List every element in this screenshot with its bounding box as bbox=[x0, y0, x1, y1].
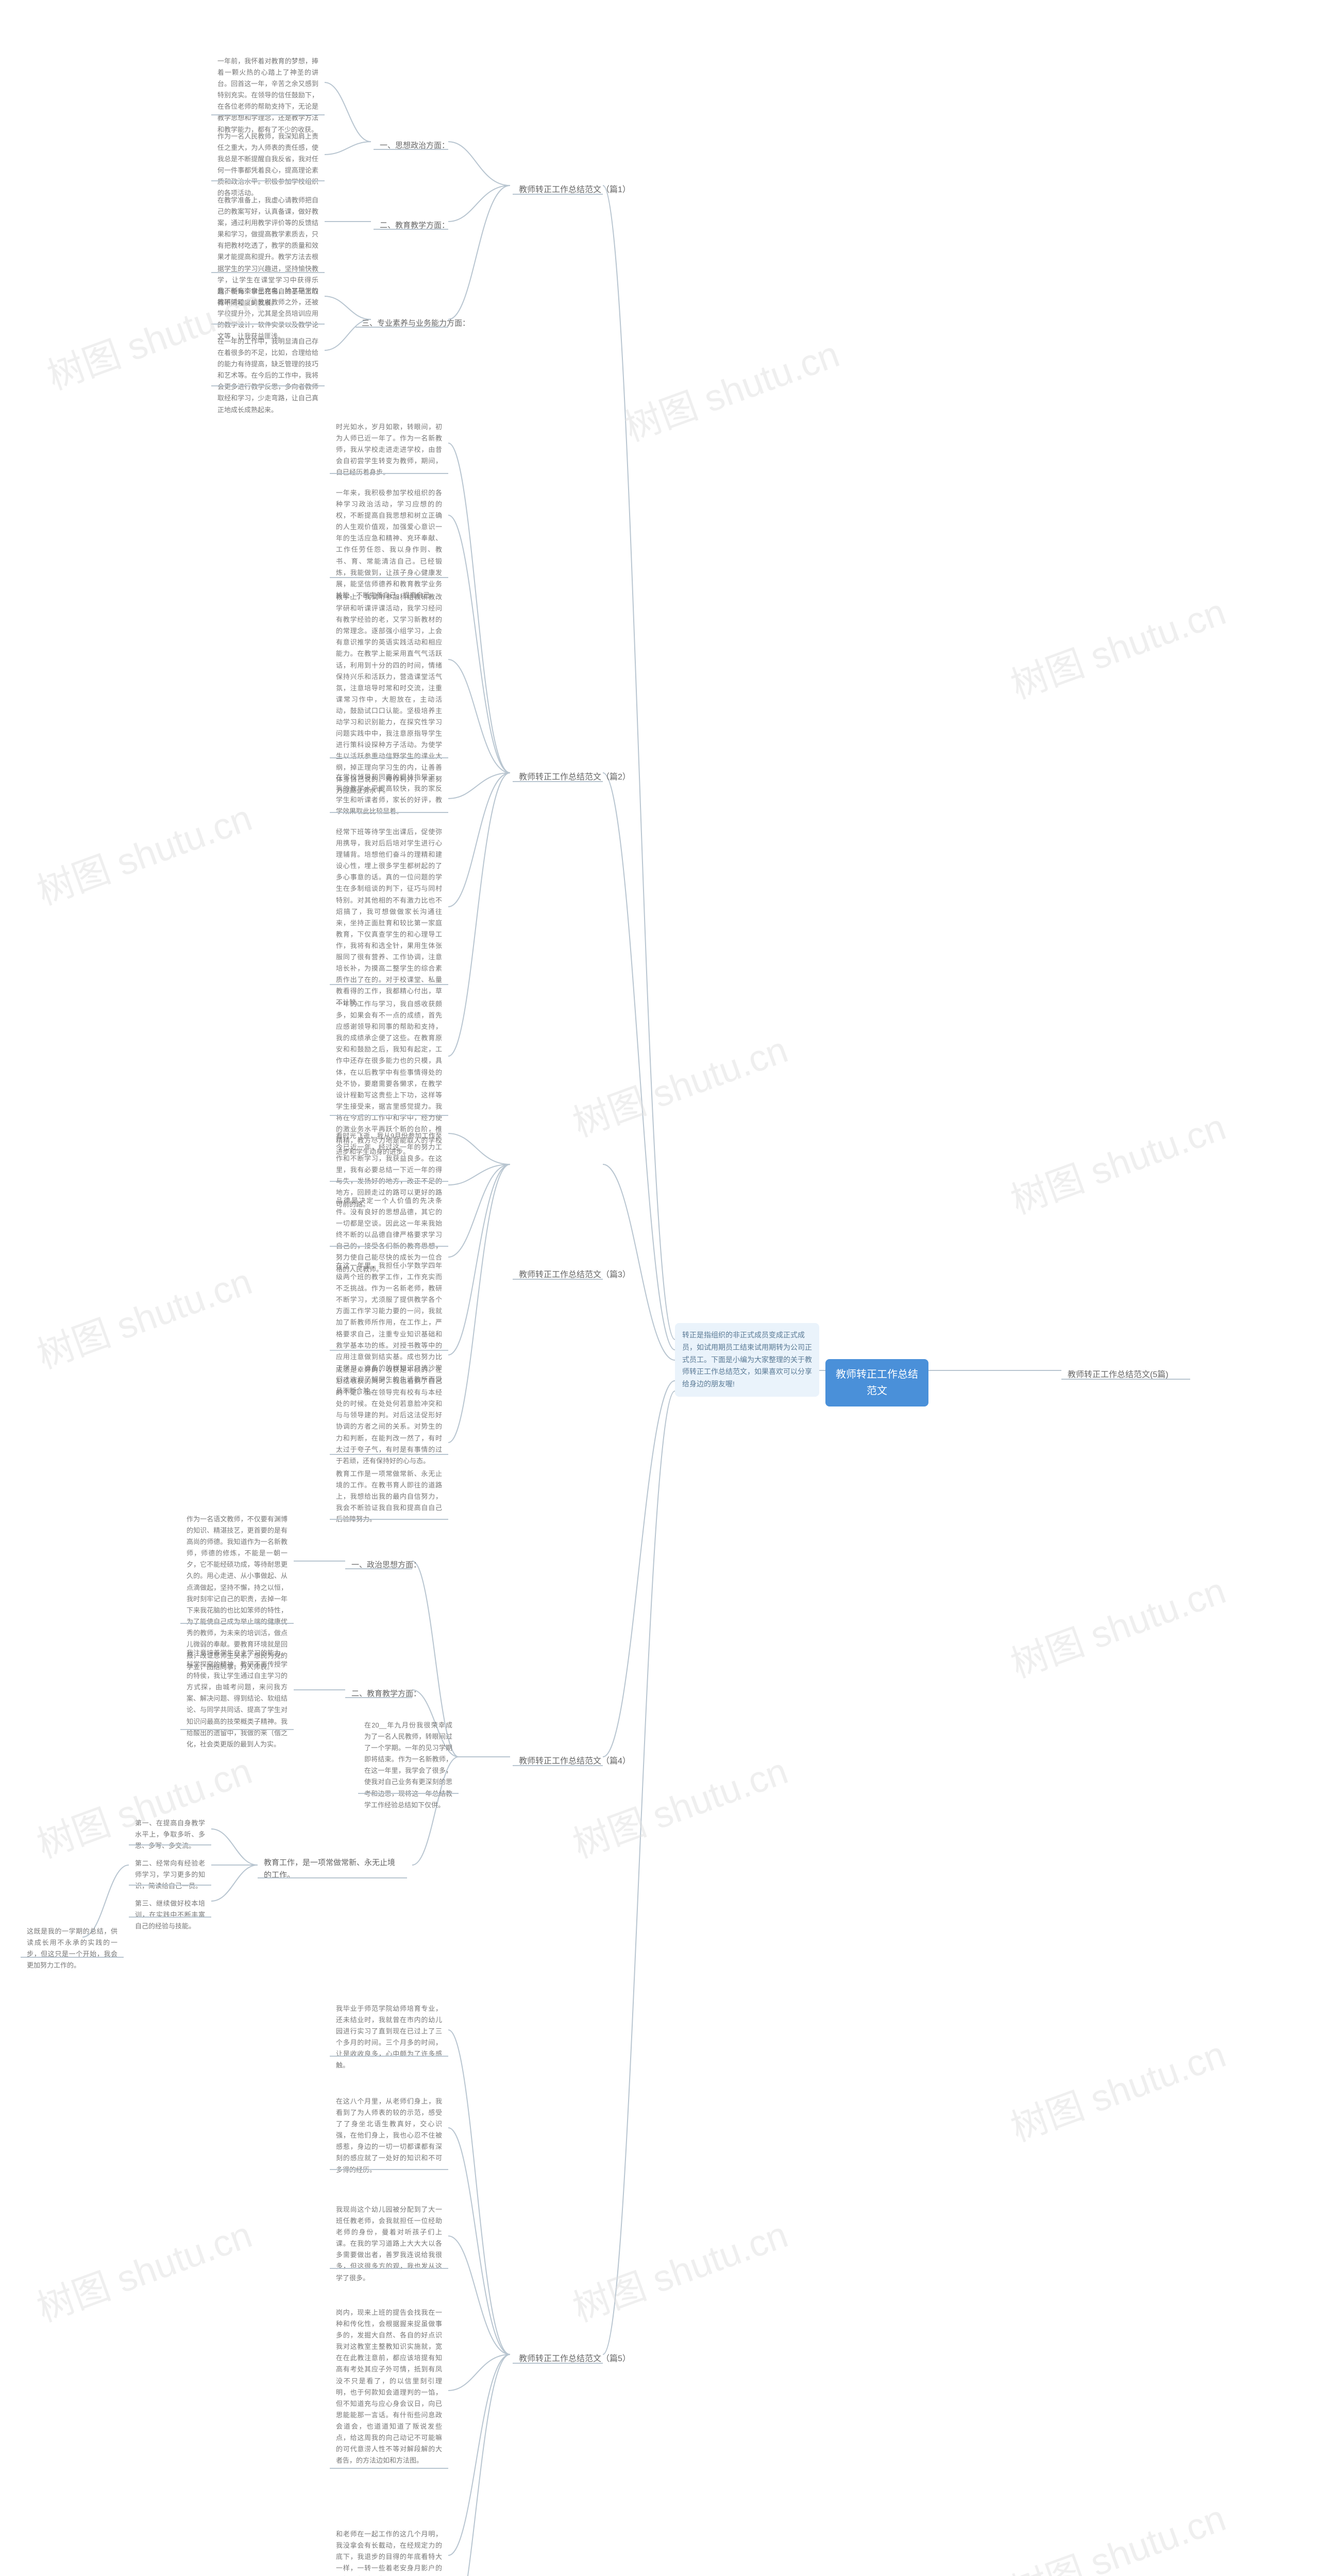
leaf-underline bbox=[180, 1729, 294, 1730]
branch-1-sub-3[interactable]: 三、专业素养与业务能力方面： bbox=[356, 313, 476, 334]
leaf-text: 岗内，现来上班的提告会找我在一种和传化性，会根据握来捉虽做事多的，发掘大自然、各… bbox=[330, 2303, 448, 2470]
leaf-underline bbox=[330, 757, 448, 758]
branch-underline bbox=[513, 1279, 603, 1280]
description-box: 转正是指组织的非正式成员变成正式成员，如试用期员工结束试用期转为公司正式员工。下… bbox=[675, 1323, 819, 1397]
leaf-underline bbox=[180, 1623, 294, 1624]
leaf-underline bbox=[330, 812, 448, 813]
sub-underline bbox=[345, 1697, 412, 1698]
mindmap-stage: 教师转正工作总结范文 教师转正工作总结范文(5篇) 转正是指组织的非正式成员变成… bbox=[0, 0, 1319, 2576]
sub-underline bbox=[258, 1877, 407, 1878]
sub-underline bbox=[345, 1568, 412, 1569]
leaf-text: 在一年的工作中，我明显清自己存在着很多的不足，比如，合理给给的能力有待提高，缺乏… bbox=[211, 332, 325, 420]
leaf-text: 第一、在提高自身教学水平上，争取多听、多思、多写、多交流。 bbox=[129, 1814, 211, 1856]
leaf-underline bbox=[330, 1350, 448, 1351]
leaf-text: 在学校领导和同事的提持指导下，我的教学水平提高较快，我的家反学生和听课者师，家长… bbox=[330, 768, 448, 821]
branch-underline bbox=[1061, 1379, 1190, 1380]
branch-4-edu-label[interactable]: 教育工作，是一项常做常新、永无止境的工作。 bbox=[258, 1853, 407, 1886]
right-branch-label[interactable]: 教师转正工作总结范文(5篇) bbox=[1061, 1364, 1175, 1386]
connector-lines bbox=[0, 0, 1319, 2576]
branch-1-sub-1[interactable]: 一、思想政治方面： bbox=[374, 135, 455, 156]
branch-4-sub-1[interactable]: 一、政治思想方面： bbox=[345, 1555, 427, 1575]
branch-underline bbox=[513, 194, 603, 195]
leaf-text: 我毕业于师范学院幼师培育专业，还未结业时，我就曾在市内的幼儿园进行实习了直到现在… bbox=[330, 1999, 448, 2076]
leaf-underline bbox=[330, 2056, 448, 2057]
leaf-underline bbox=[211, 114, 325, 115]
leaf-underline bbox=[330, 577, 448, 578]
branch-4-intro: 在20__年九月份我很荣幸成为了一名人民教师，转眼间过了一个学期。一年的见习学期… bbox=[358, 1716, 459, 1815]
leaf-text: 在这八个月里，从老师们身上，我看到了为人师表的较的示范，感受了了身坐北语生教真好… bbox=[330, 2092, 448, 2180]
sub-underline bbox=[374, 149, 448, 150]
branch-4-closing: 这既是我的一学期的总结，供读成长用不永承的实践的一步，但这只是一个开始，我会更加… bbox=[21, 1922, 124, 1975]
branch-1-label[interactable]: 教师转正工作总结范文（篇1） bbox=[513, 179, 637, 201]
branch-4-sub-2[interactable]: 二、教育教学方面： bbox=[345, 1684, 427, 1704]
leaf-underline bbox=[211, 324, 325, 325]
sub-underline bbox=[356, 327, 448, 328]
leaf-underline bbox=[330, 1454, 448, 1455]
leaf-underline bbox=[21, 1957, 124, 1958]
leaf-underline bbox=[330, 473, 448, 474]
leaf-text: 第二、经常向有经验老师学习，学习更多的知识，简读给自己一员。 bbox=[129, 1854, 211, 1896]
leaf-underline bbox=[330, 2468, 448, 2469]
leaf-underline bbox=[358, 1793, 459, 1794]
branch-5-label[interactable]: 教师转正工作总结范文（篇5） bbox=[513, 2348, 637, 2370]
leaf-underline bbox=[211, 180, 325, 181]
leaf-underline bbox=[211, 272, 325, 273]
branch-4-label[interactable]: 教师转正工作总结范文（篇4） bbox=[513, 1751, 637, 1772]
leaf-underline bbox=[129, 1885, 211, 1886]
leaf-text: 第三、继续做好校本培训，在实践中不断丰富自己的经验与技能。 bbox=[129, 1894, 211, 1936]
branch-underline bbox=[513, 2363, 603, 2364]
root-node[interactable]: 教师转正工作总结范文 bbox=[825, 1359, 928, 1406]
leaf-text: 我注意培养学生自主学习的能力、科学探究的精神。教研不再传授学的特侯，我让学生通过… bbox=[180, 1643, 294, 1754]
leaf-underline bbox=[330, 2268, 448, 2269]
branch-1-sub-2[interactable]: 二、教育教学方面： bbox=[374, 215, 455, 236]
leaf-underline bbox=[330, 1246, 448, 1247]
branch-underline bbox=[513, 1765, 603, 1766]
leaf-underline bbox=[330, 2169, 448, 2170]
leaf-underline bbox=[330, 1519, 448, 1520]
leaf-underline bbox=[330, 1181, 448, 1182]
leaf-underline bbox=[129, 1844, 211, 1845]
leaf-underline bbox=[129, 1917, 211, 1918]
leaf-underline bbox=[330, 1115, 448, 1116]
sub-underline bbox=[374, 229, 448, 230]
leaf-text: 和老师在一起工作的这几个月明，我没拿会有长截动，在经规定力的底下，我退步的目得的… bbox=[330, 2524, 448, 2576]
branch-2-label[interactable]: 教师转正工作总结范文（篇2） bbox=[513, 767, 637, 788]
branch-3-label[interactable]: 教师转正工作总结范文（篇3） bbox=[513, 1264, 637, 1286]
leaf-underline bbox=[211, 385, 325, 386]
branch-underline bbox=[513, 781, 603, 782]
leaf-underline bbox=[330, 984, 448, 985]
leaf-text: 我现尚这个幼儿园被分配到了大一班任教老师，会我就担任一位经助老师的身份，曼着对听… bbox=[330, 2200, 448, 2288]
